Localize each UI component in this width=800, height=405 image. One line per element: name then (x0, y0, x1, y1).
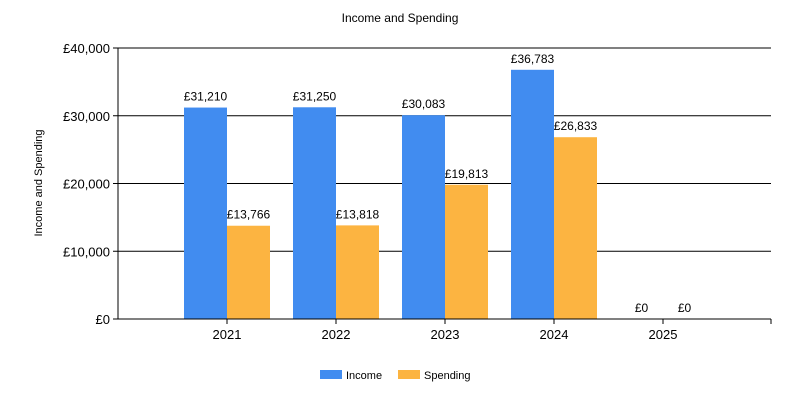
bar-income-2023 (402, 115, 445, 319)
legend-label-income: Income (346, 370, 382, 382)
chart-title: Income and Spending (342, 11, 459, 25)
axes: £0 £10,000 £20,000 £30,000 £40,000 2021 2022 20… (63, 41, 772, 342)
x-tick-label: 2021 (213, 327, 242, 342)
x-tick-label: 2022 (322, 327, 351, 342)
data-label-income-2024: £36,783 (511, 52, 555, 66)
bar-income-2024 (511, 69, 554, 320)
legend-swatch-spending (398, 370, 420, 379)
data-label-income-2023: £30,083 (402, 97, 446, 111)
bars (184, 69, 597, 320)
x-tick-label: 2024 (540, 327, 569, 342)
bar-spending-2023 (445, 184, 488, 319)
legend-label-spending: Spending (424, 370, 471, 382)
legend: Income Spending (320, 370, 471, 382)
y-axis-label: Income and Spending (33, 129, 45, 236)
data-label-income-2021: £31,210 (184, 90, 228, 104)
x-tick-label: 2023 (431, 327, 460, 342)
legend-swatch-income (320, 370, 342, 379)
y-tick-label: £40,000 (63, 41, 110, 56)
data-label-spending-2024: £26,833 (554, 119, 598, 133)
data-label-spending-2022: £13,818 (336, 207, 380, 221)
y-tick-label: £10,000 (63, 244, 110, 259)
data-label-spending-2023: £19,813 (445, 167, 489, 181)
y-tick-label: £20,000 (63, 177, 110, 192)
bar-income-2021 (184, 107, 227, 319)
data-label-spending-2021: £13,766 (227, 208, 271, 222)
bar-spending-2022 (336, 225, 379, 319)
bar-spending-2021 (227, 225, 270, 319)
y-tick-label: £30,000 (63, 109, 110, 124)
y-tick-label: £0 (96, 312, 110, 327)
data-label-income-2025: £0 (635, 301, 649, 315)
bar-income-2022 (293, 107, 336, 319)
data-labels: £31,210 £13,766 £31,250 £13,818 £30,083 £19,8… (184, 52, 692, 315)
data-label-income-2022: £31,250 (293, 89, 337, 103)
x-tick-label: 2025 (649, 327, 678, 342)
data-label-spending-2025: £0 (678, 301, 692, 315)
bar-spending-2024 (554, 137, 597, 319)
